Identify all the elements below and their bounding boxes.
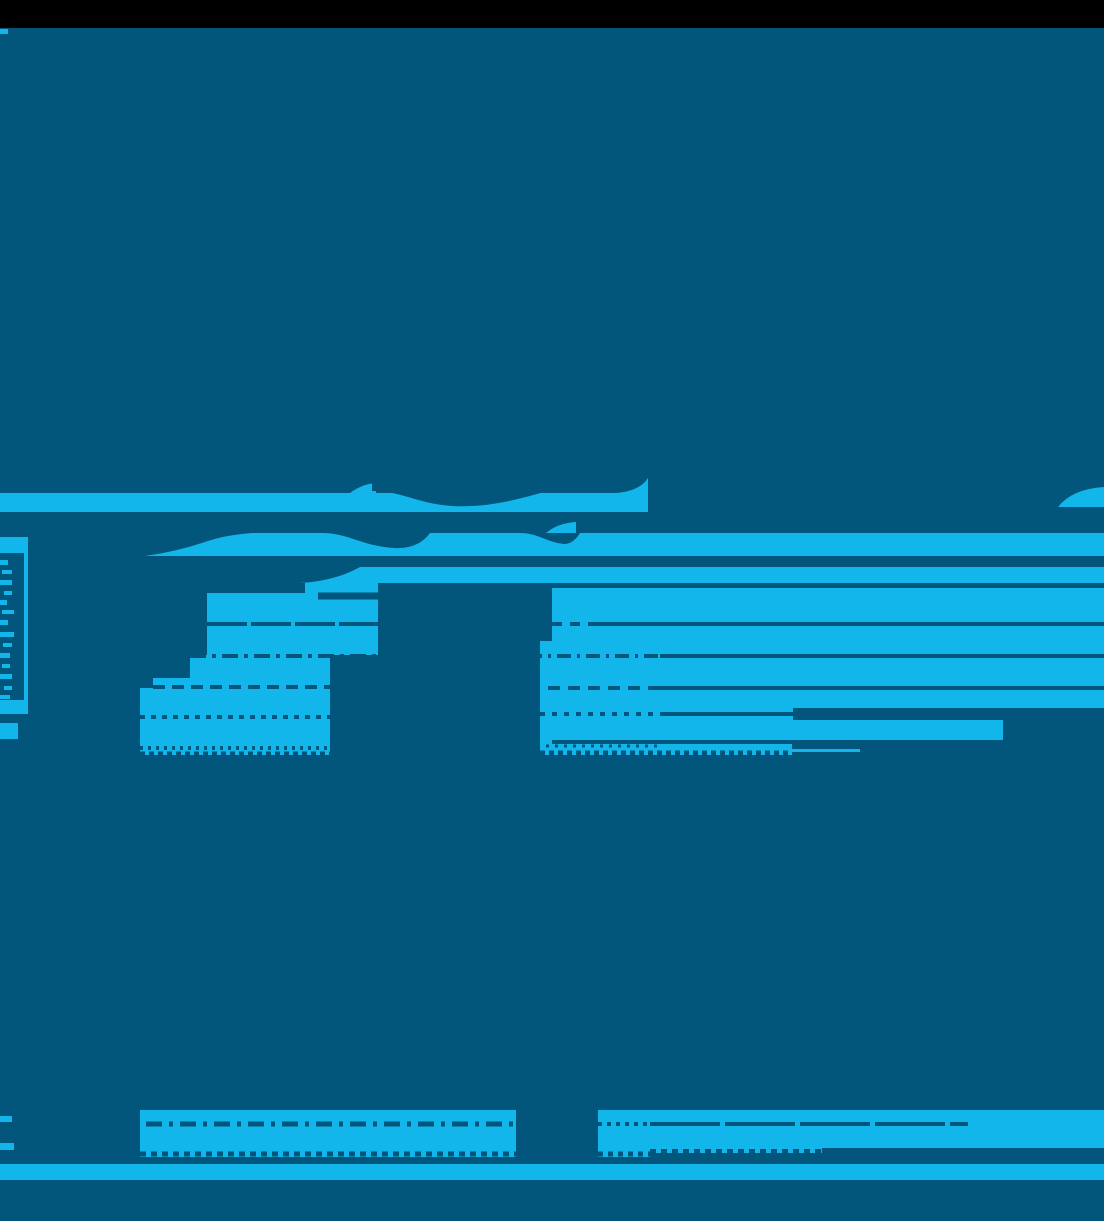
left-axis-fragments-shape	[24, 552, 28, 712]
left-axis-fragments-shape	[0, 600, 7, 605]
left-axis-fragments-shape	[0, 653, 10, 658]
top-chrome	[0, 0, 1104, 34]
band-3-shape	[300, 567, 1104, 583]
right-stack	[528, 588, 1104, 756]
left-axis-fragments-shape	[4, 686, 12, 690]
band-2-shape	[145, 533, 1104, 556]
left-stack-shape	[140, 583, 378, 755]
left-axis-fragments-shape	[0, 695, 10, 699]
bottom-row	[0, 1110, 1104, 1157]
band-2-shape	[520, 533, 580, 544]
left-axis-fragments-shape	[0, 580, 12, 585]
top-chrome-shape	[0, 29, 8, 34]
left-axis-fragments-shape	[3, 643, 12, 647]
band-1-shape	[372, 474, 544, 507]
left-axis-fragments-shape	[0, 674, 12, 679]
left-stack	[140, 583, 378, 757]
bottom-row-shape	[0, 1143, 14, 1150]
bottom-row-shape	[650, 1110, 1104, 1148]
left-axis-fragments-shape	[2, 610, 14, 614]
band-1-shape	[350, 483, 376, 493]
left-axis-fragments-shape	[0, 560, 8, 565]
left-axis-fragments-shape	[2, 664, 10, 668]
band-1-shape	[0, 493, 648, 512]
right-stack-shape	[552, 720, 1003, 740]
band-2-shape	[322, 533, 430, 549]
right-stack-shape	[540, 641, 552, 755]
band-2-shape	[0, 537, 28, 553]
left-axis-fragments-shape	[4, 591, 12, 595]
band-1	[0, 474, 1104, 512]
bottom-row-shape	[650, 1148, 822, 1153]
right-stack-shape	[552, 744, 792, 755]
band-1-shape	[1058, 487, 1104, 507]
top-chrome-shape	[0, 0, 1104, 28]
band-2	[0, 522, 1104, 556]
left-axis-fragments-shape	[0, 632, 14, 637]
left-axis-fragments-shape	[2, 570, 12, 574]
bottom-row-shape	[598, 1110, 650, 1157]
baseline-strip	[0, 1164, 1104, 1180]
left-axis-fragments-shape	[0, 723, 18, 739]
band-2-shape	[546, 522, 576, 533]
right-stack-shape	[792, 749, 860, 752]
left-axis-fragments-shape	[0, 620, 8, 625]
baseline-strip-shape	[0, 1164, 1104, 1180]
bottom-row-shape	[140, 1110, 516, 1157]
left-axis-fragments	[0, 552, 28, 739]
band-3	[300, 567, 1104, 583]
bottom-row-shape	[0, 1116, 12, 1122]
left-axis-fragments-shape	[0, 700, 28, 714]
band-1-shape	[616, 478, 648, 493]
